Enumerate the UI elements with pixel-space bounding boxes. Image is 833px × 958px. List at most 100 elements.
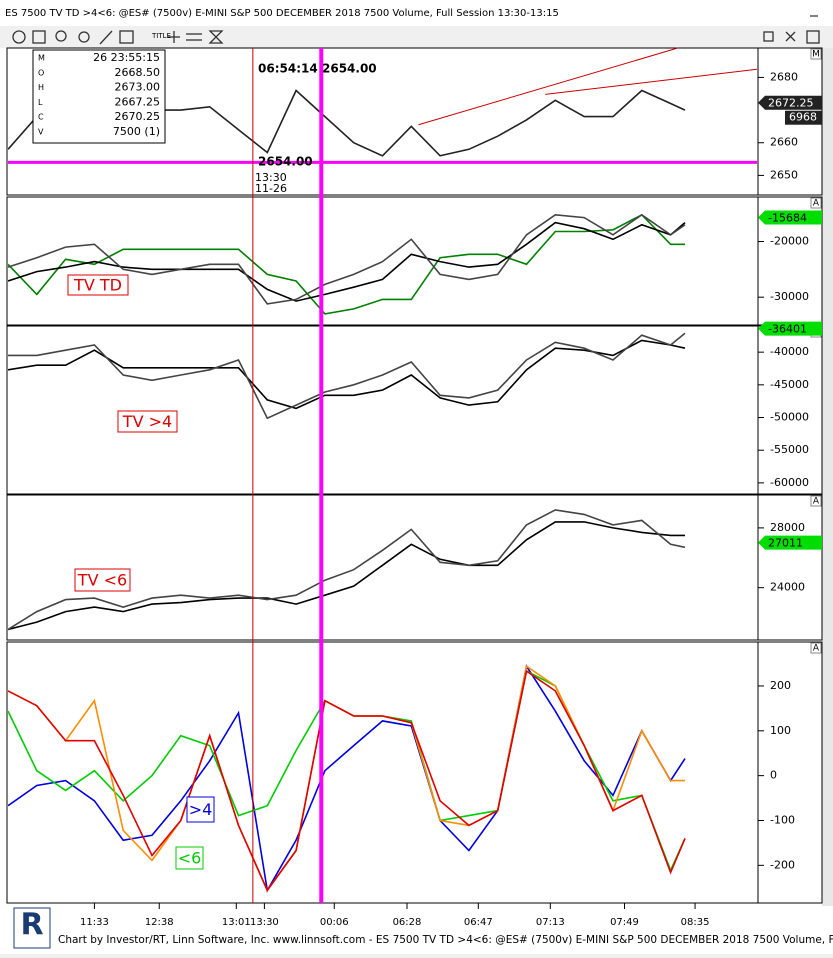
pane-label-box xyxy=(117,410,178,433)
plot xyxy=(8,332,686,420)
chart-area xyxy=(0,48,822,906)
info-key: H xyxy=(38,83,44,92)
info-value: 2668.50 xyxy=(115,66,161,79)
series-line xyxy=(8,213,685,315)
pane-corner: A xyxy=(813,644,820,654)
tool-icon[interactable] xyxy=(78,31,90,43)
last-value-label: -15684 xyxy=(768,212,807,225)
last-value-badge xyxy=(758,321,822,336)
y-tick-label: 2650 xyxy=(770,168,798,181)
footer-text: Chart by Investor/RT, Linn Software, Inc… xyxy=(58,934,833,946)
tool-icon[interactable] xyxy=(119,30,134,44)
y-tick-label: 2660 xyxy=(770,136,798,149)
volume-label: 6968 xyxy=(789,111,817,124)
last-value-badge xyxy=(758,535,822,550)
tool-icon[interactable] xyxy=(12,30,26,44)
info-value: 2673.00 xyxy=(115,81,161,94)
plot xyxy=(8,664,686,893)
y-tick-label: -45000 xyxy=(770,378,809,391)
title-bar xyxy=(0,0,833,26)
pane-border xyxy=(6,325,823,495)
info-key: O xyxy=(38,68,44,77)
legend-box xyxy=(186,796,215,823)
annotation: 06:54:14 xyxy=(258,62,318,76)
x-tick-label: 06:28 xyxy=(393,917,422,928)
annotation: 11-26 xyxy=(255,182,287,195)
legend-label: <6 xyxy=(178,849,202,868)
series-line xyxy=(8,221,686,302)
pane-label-box xyxy=(67,274,129,296)
x-tick-label: 13:30 xyxy=(250,917,279,928)
close-button[interactable] xyxy=(785,31,796,42)
last-value-label: -36401 xyxy=(768,323,807,336)
series-line xyxy=(8,332,686,420)
logo xyxy=(13,907,51,949)
last-value-label: 2672.25 xyxy=(768,97,814,110)
legend-box xyxy=(175,846,204,870)
logo-text: R xyxy=(20,908,43,943)
x-tick-label: 07:49 xyxy=(610,917,639,928)
pane-corner: A xyxy=(813,497,820,507)
y-tick-label: -55000 xyxy=(770,443,809,456)
info-value: 2667.25 xyxy=(115,95,161,108)
maximize-button[interactable] xyxy=(806,30,820,44)
info-value: 26 23:55:15 xyxy=(93,51,160,64)
trend-line xyxy=(418,47,678,126)
pane-corner: A xyxy=(813,199,820,209)
info-value: 2670.25 xyxy=(115,110,161,123)
last-value-badge xyxy=(758,210,822,225)
x-tick-label: 08:35 xyxy=(681,917,710,928)
toolbar-title[interactable]: TITLE xyxy=(151,32,171,40)
window-title: ES 7500 TV TD >4<6: @ES# (7500v) E-MINI … xyxy=(5,8,559,19)
y-tick-label: -40000 xyxy=(770,345,809,358)
pane-label: TV <6 xyxy=(77,571,127,590)
y-tick-label: -20000 xyxy=(770,235,809,248)
info-key: L xyxy=(38,98,43,107)
y-tick-label: 200 xyxy=(770,679,791,692)
pane-corner-box xyxy=(810,495,822,507)
x-tick-label: 06:47 xyxy=(464,917,493,928)
info-box xyxy=(32,49,166,144)
annotation: 13:30 xyxy=(255,171,287,184)
info-value: 7500 (1) xyxy=(113,125,160,138)
series-line xyxy=(8,213,686,305)
info-key: C xyxy=(38,113,44,122)
pane-corner-box xyxy=(810,48,822,60)
y-tick-label: -100 xyxy=(770,813,795,826)
last-value-badge xyxy=(758,95,822,110)
series-line xyxy=(8,339,686,410)
series-line xyxy=(8,669,686,892)
tool-icon[interactable] xyxy=(32,30,46,44)
y-tick-label: -200 xyxy=(770,858,795,871)
tool-icon[interactable] xyxy=(55,30,67,42)
pane-label: TV >4 xyxy=(122,412,172,431)
pane-border xyxy=(6,196,823,326)
annotation: 2654.00 xyxy=(322,62,377,76)
restore-button[interactable] xyxy=(763,31,774,42)
pane-border xyxy=(6,641,823,904)
footer-area xyxy=(0,906,833,954)
x-tick-label: 07:13 xyxy=(536,917,565,928)
pane-label: TV TD xyxy=(73,276,122,295)
scrollbar[interactable] xyxy=(822,48,833,906)
pane-corner-box xyxy=(810,642,822,654)
pane-border xyxy=(6,494,823,641)
y-tick-label: 100 xyxy=(770,724,791,737)
plot xyxy=(8,509,686,631)
annotation: 2654.00 xyxy=(258,155,313,169)
y-tick-label: -30000 xyxy=(770,290,809,303)
toolbar-icons[interactable] xyxy=(12,30,820,45)
trend-line xyxy=(545,68,758,95)
y-tick-label: 24000 xyxy=(770,581,805,594)
tool-icon[interactable] xyxy=(99,30,113,45)
x-tick-label: 11:33 xyxy=(80,917,109,928)
pane-corner-box xyxy=(810,197,822,209)
pane-corner: M xyxy=(812,50,820,60)
pane-label-box xyxy=(74,568,131,592)
x-tick-label: 12:38 xyxy=(145,917,174,928)
info-key: M xyxy=(38,54,45,63)
y-tick-label: 0 xyxy=(770,769,777,782)
tool-icon[interactable] xyxy=(208,30,224,44)
series-line xyxy=(8,509,686,631)
